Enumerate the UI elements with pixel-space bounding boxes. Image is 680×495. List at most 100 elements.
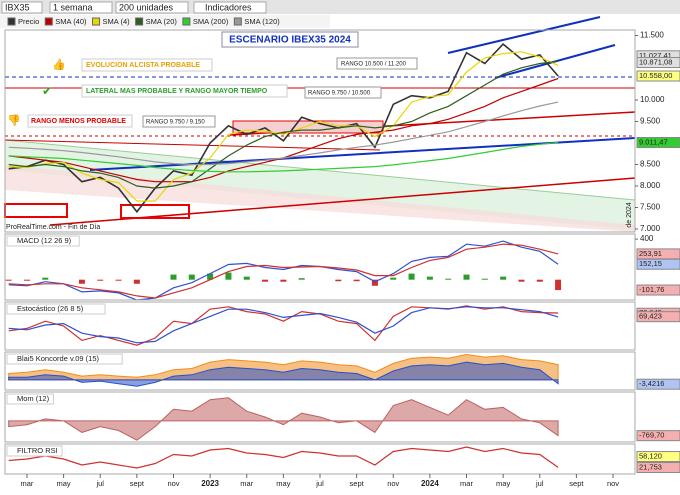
series-line bbox=[8, 305, 559, 346]
level-tag bbox=[636, 461, 680, 473]
units-box[interactable] bbox=[115, 1, 189, 14]
legend-label: Precio bbox=[18, 17, 39, 26]
range-box bbox=[120, 204, 190, 219]
histogram-bar bbox=[371, 279, 378, 286]
histogram-bar bbox=[536, 279, 543, 282]
icon: 👍 bbox=[52, 58, 66, 71]
icon: ✔ bbox=[42, 84, 52, 98]
x-tick-label: 2024 bbox=[421, 479, 439, 488]
histogram-bar bbox=[280, 279, 287, 282]
legend-label: SMA (200) bbox=[193, 17, 229, 26]
indicators-box[interactable] bbox=[193, 1, 267, 14]
trendline bbox=[447, 16, 601, 54]
legend-swatch bbox=[233, 17, 242, 26]
x-tick-label: jul bbox=[315, 479, 324, 488]
panel-title: Estocástico (26 8 5) bbox=[17, 304, 84, 313]
x-tick-label: nov bbox=[167, 479, 179, 488]
period-box[interactable] bbox=[49, 1, 113, 14]
histogram-bar bbox=[445, 278, 452, 280]
histogram-bar bbox=[133, 279, 140, 284]
range-box bbox=[4, 203, 68, 218]
level-tag bbox=[636, 57, 680, 69]
histogram-bar bbox=[23, 279, 30, 281]
indicators[interactable]: Indicadores bbox=[205, 2, 252, 12]
level-tag bbox=[636, 258, 680, 270]
histogram-bar bbox=[243, 276, 250, 280]
series-line bbox=[8, 60, 559, 189]
histogram-bar bbox=[353, 279, 360, 282]
panel-title-box bbox=[6, 393, 54, 405]
histogram-bar bbox=[555, 279, 562, 291]
units[interactable]: 200 unidades bbox=[119, 2, 174, 12]
x-tick-label: 2023 bbox=[201, 479, 219, 488]
panel-title-box bbox=[6, 353, 123, 365]
annotation: LATERAL MAS PROBABLE Y RANGO MAYOR TIEMP… bbox=[86, 88, 268, 95]
y-tick-label: 9.500 bbox=[640, 117, 661, 126]
level-label: 58,120 bbox=[639, 452, 662, 461]
symbol-box[interactable] bbox=[1, 1, 43, 14]
y-tick-label: 7.500 bbox=[640, 203, 661, 212]
panel-title: Mom (12) bbox=[17, 394, 50, 403]
legend-label: SMA (4) bbox=[103, 17, 131, 26]
panel-frame bbox=[4, 233, 636, 301]
x-tick-label: may bbox=[496, 479, 510, 488]
level-label: -101,76 bbox=[639, 285, 664, 294]
note-box bbox=[336, 57, 418, 70]
level-label: 152,15 bbox=[639, 259, 662, 268]
panel-title: MACD (12 26 9) bbox=[17, 236, 72, 245]
level-label: 10.871,08 bbox=[639, 58, 672, 67]
histogram-bar bbox=[115, 279, 122, 281]
level-label: 10.558,00 bbox=[639, 71, 672, 80]
level-label: 9.011,47 bbox=[639, 137, 668, 146]
chart-title: ESCENARIO IBEX35 2024 bbox=[229, 35, 351, 46]
x-tick-label: sept bbox=[350, 479, 365, 488]
x-tick-label: may bbox=[276, 479, 290, 488]
histogram-bar bbox=[463, 274, 470, 280]
series-line bbox=[8, 243, 559, 299]
x-tick-label: nov bbox=[607, 479, 619, 488]
panel-title-box bbox=[6, 303, 106, 315]
legend-label: SMA (120) bbox=[244, 17, 280, 26]
symbol[interactable]: IBX35 bbox=[5, 2, 30, 12]
x-tick-label: jul bbox=[535, 479, 544, 488]
histogram-bar bbox=[335, 279, 342, 282]
histogram-bar bbox=[170, 274, 177, 280]
series-line bbox=[8, 141, 559, 173]
histogram-bar bbox=[518, 279, 525, 282]
y-tick-label: 8.000 bbox=[640, 181, 661, 190]
level-label: 21,753 bbox=[639, 462, 662, 471]
x-tick-label: sept bbox=[130, 479, 145, 488]
series-line bbox=[8, 51, 559, 202]
drawings: ESCENARIO IBEX35 2024 👍 EVOLUCION ALCIST… bbox=[4, 16, 636, 232]
legend-label: SMA (40) bbox=[55, 17, 87, 26]
trendline bbox=[4, 139, 381, 151]
period[interactable]: 1 semana bbox=[53, 2, 93, 12]
series-line bbox=[8, 101, 559, 166]
trendline bbox=[4, 139, 636, 201]
histogram-bar bbox=[426, 276, 433, 280]
x-tick-label: may bbox=[57, 479, 71, 488]
series-line bbox=[8, 446, 559, 469]
histogram-bar bbox=[225, 272, 232, 280]
level-tag bbox=[636, 137, 680, 149]
x-tick-label: mar bbox=[240, 479, 253, 488]
y-tick-label: 8.500 bbox=[640, 160, 661, 169]
y-tick-label: 11.500 bbox=[640, 31, 664, 40]
series-line bbox=[8, 306, 559, 344]
plots bbox=[5, 43, 562, 469]
histogram-bar bbox=[390, 277, 397, 280]
legend-swatch bbox=[92, 17, 101, 26]
annotation: RANGO 9.750 / 9.150 bbox=[146, 120, 205, 126]
histogram-bar bbox=[481, 278, 488, 280]
histogram-bar bbox=[207, 273, 214, 280]
annotation: RANGO 9.750 / 10.500 bbox=[308, 91, 371, 97]
note-box bbox=[27, 114, 133, 128]
level-tag bbox=[636, 311, 680, 323]
panel-title-box bbox=[6, 235, 80, 247]
legend-swatch bbox=[182, 17, 191, 26]
series-line bbox=[8, 43, 559, 214]
annotation: de 2024 bbox=[626, 202, 633, 227]
level-label: 253,91 bbox=[639, 249, 662, 258]
annotation: EVOLUCION ALCISTA PROBABLE bbox=[86, 62, 200, 69]
